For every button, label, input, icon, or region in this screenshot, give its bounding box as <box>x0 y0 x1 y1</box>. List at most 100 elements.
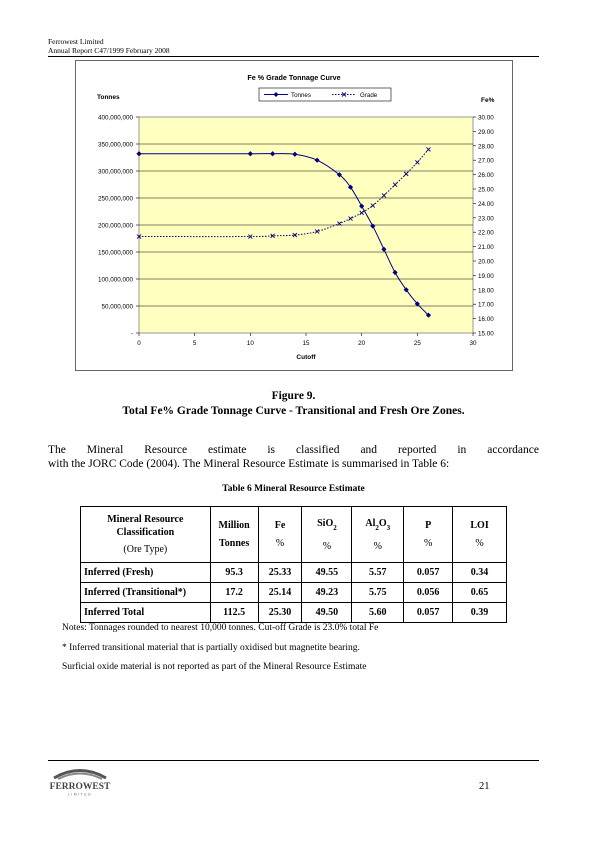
header-al2o3: Al2O3 % <box>351 506 405 563</box>
header-al-sub1: 2 <box>375 523 379 532</box>
cell-sio2: 49.55 <box>301 562 353 583</box>
cell-loi: 0.39 <box>452 602 507 623</box>
row-label: Inferred (Fresh) <box>80 562 211 583</box>
cell-al2o3: 5.57 <box>351 562 405 583</box>
data-point-tonnes <box>270 151 276 157</box>
data-point-tonnes <box>370 223 376 229</box>
data-point-grade <box>292 232 298 238</box>
paragraph-word: accordance <box>487 444 539 456</box>
data-point-grade <box>348 216 353 221</box>
header-loi-unit: % <box>475 538 484 549</box>
data-point-grade <box>136 234 142 239</box>
header-p-label: P <box>425 520 432 531</box>
y-right-tick-label: 27.00 <box>478 158 494 165</box>
cell-p: 0.057 <box>403 602 454 623</box>
data-point-grade <box>337 221 342 226</box>
header-sio2-unit: % <box>322 540 332 552</box>
logo-arc-outer <box>53 769 107 780</box>
row-label: Inferred (Transitional*) <box>80 582 211 603</box>
data-point-tonnes <box>136 151 142 157</box>
data-point-tonnes <box>403 287 409 293</box>
data-point-tonnes <box>359 203 365 209</box>
header-rule <box>48 56 539 57</box>
y-left-tick-label: 350,000,000 <box>98 142 134 149</box>
header-classification-line1: Mineral Resource <box>107 514 184 525</box>
y-right-tick-label: 23.00 <box>478 215 494 222</box>
cell-sio2: 49.50 <box>301 602 353 623</box>
y-right-tick-label: 26.00 <box>478 172 494 179</box>
header-p: P % <box>403 506 454 563</box>
legend-marker-grade <box>341 92 347 97</box>
cell-fe: 25.30 <box>257 602 303 623</box>
data-point-grade <box>248 234 253 239</box>
logo-arc-inner <box>57 772 103 780</box>
x-tick-label: 20 <box>358 340 366 347</box>
chart-title: Fe % Grade Tonnage Curve <box>247 73 340 82</box>
header-classification: Mineral Resource Classification (Ore Typ… <box>80 506 211 563</box>
header-sio2-label: SiO <box>317 517 334 529</box>
y-right-tick-label: 17.00 <box>478 302 494 309</box>
data-point-tonnes <box>336 172 342 178</box>
header-report: Annual Report C47/1999 February 2008 <box>48 46 170 55</box>
header-al-label: Al <box>365 517 376 529</box>
header-million-line1: Million <box>218 520 250 531</box>
y-left-tick-label: - <box>131 331 133 338</box>
legend-marker-tonnes <box>273 92 279 97</box>
legend-label-grade: Grade <box>360 92 378 99</box>
footer-rule <box>48 760 539 761</box>
cell-tonnes: 112.5 <box>209 602 259 623</box>
legend-label-tonnes: Tonnes <box>291 92 311 99</box>
grade-tonnage-chart: - 50,000,000 100,000,000 150,000,000 200,000… <box>75 60 513 371</box>
x-tick-label: 25 <box>414 340 422 347</box>
y-left-tick-label: 200,000,000 <box>98 223 134 230</box>
x-tick-label: 15 <box>302 340 310 347</box>
x-tick-label: 10 <box>247 340 255 347</box>
y-right-tick-label: 24.00 <box>478 201 494 208</box>
paragraph-word: and <box>360 444 378 456</box>
header-fe-unit: % <box>275 538 285 549</box>
y-right-tick-label: 18.00 <box>478 287 494 294</box>
data-point-grade <box>314 229 320 234</box>
y-left-tick-label: 100,000,000 <box>98 277 134 284</box>
header-fe: Fe % <box>257 506 303 563</box>
paragraph-word: reported <box>398 444 437 456</box>
y-right-tick-label: 25.00 <box>478 187 494 194</box>
note-tonnage: Notes: Tonnages rounded to nearest 10,00… <box>62 623 379 633</box>
ferrowest-logo: FERROWEST LIMITED <box>50 769 111 797</box>
chart-svg: - 50,000,000 100,000,000 150,000,000 200,000… <box>97 73 495 361</box>
cell-al2o3: 5.60 <box>351 602 405 623</box>
header-company: Ferrowest Limited <box>48 37 104 46</box>
y-left-tick-label: 150,000,000 <box>98 250 134 257</box>
cell-loi: 0.34 <box>452 562 507 583</box>
y-left-tick-label: 250,000,000 <box>98 196 134 203</box>
figure-caption: Total Fe% Grade Tonnage Curve - Transiti… <box>122 405 465 417</box>
paragraph-word: The <box>48 444 66 456</box>
x-axis-title: Cutoff <box>296 354 316 361</box>
cell-fe: 25.33 <box>257 562 303 583</box>
y-left-tick-label: 300,000,000 <box>98 169 134 176</box>
paragraph-word: Mineral <box>86 444 124 456</box>
note-transitional: * Inferred transitional material that is… <box>62 643 360 653</box>
y-left-tick-label: 400,000,000 <box>98 115 134 122</box>
paragraph-word: is <box>267 444 276 456</box>
y-right-tick-label: 29.00 <box>478 129 494 136</box>
table-row: Inferred Total 112.5 25.30 49.50 5.60 0.… <box>80 602 507 623</box>
data-point-grade <box>270 233 275 239</box>
cell-loi: 0.65 <box>452 582 507 603</box>
header-o-label: O <box>378 517 387 529</box>
header-classification-line2: Classification <box>116 527 175 538</box>
header-p-unit: % <box>423 538 433 549</box>
data-point-grade <box>392 182 398 187</box>
data-point-tonnes <box>425 312 432 318</box>
cell-fe: 25.14 <box>257 582 303 603</box>
cell-p: 0.057 <box>403 562 454 583</box>
header-million-line2: Tonnes <box>219 538 250 549</box>
y-left-axis-title: Tonnes <box>97 94 120 101</box>
header-classification-line3: (Ore Type) <box>123 544 168 555</box>
header-million-tonnes: Million Tonnes <box>209 506 259 563</box>
logo-subtitle: LIMITED <box>68 793 92 797</box>
resource-table: Mineral Resource Classification (Ore Typ… <box>80 506 507 623</box>
y-right-tick-label: 30.00 <box>478 115 494 122</box>
legend-box <box>258 87 392 102</box>
paragraph-line-1: The Mineral Resource estimate is classified an… <box>48 444 539 458</box>
